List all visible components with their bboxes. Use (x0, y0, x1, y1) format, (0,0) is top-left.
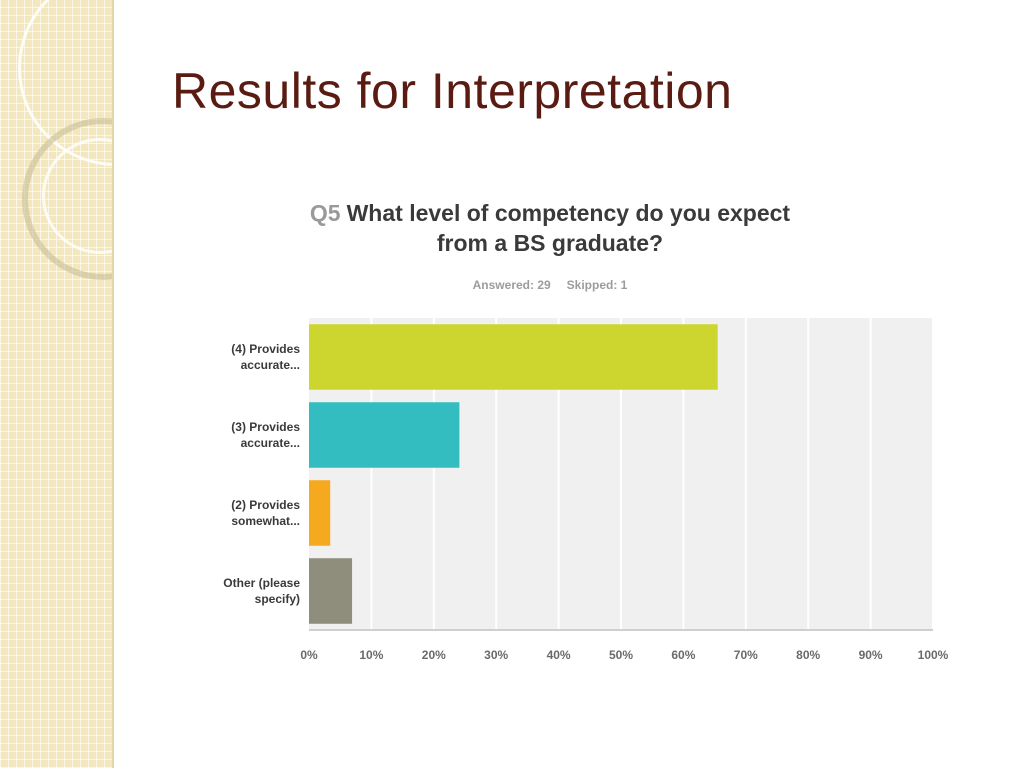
x-tick-label: 100% (918, 648, 949, 662)
y-category-label-line: somewhat... (231, 514, 300, 528)
question-number: Q5 (309, 200, 341, 226)
response-stats: Answered: 29 Skipped: 1 (250, 278, 850, 292)
question-line-2: from a BS graduate? (436, 230, 664, 256)
skipped-count: Skipped: 1 (566, 278, 628, 292)
y-category-label: (4) Provides accurate... (231, 342, 300, 372)
y-category-label-line: Other (please (223, 576, 300, 590)
bar (309, 558, 353, 624)
x-tick-label: 40% (547, 648, 571, 662)
y-category-label-line: accurate... (241, 436, 300, 450)
bar (309, 480, 331, 546)
x-tick-label: 50% (609, 648, 633, 662)
y-category-label-line: accurate... (241, 358, 300, 372)
x-tick-label: 0% (300, 648, 318, 662)
x-tick-label: 60% (671, 648, 695, 662)
bar (309, 402, 460, 468)
chart-header: Q5 What level of competency do you expect… (250, 198, 850, 292)
x-tick-label: 30% (484, 648, 508, 662)
y-category-label: (3) Provides accurate... (231, 420, 300, 450)
y-category-label-line: (4) Provides (231, 342, 300, 356)
y-category-label-line: (2) Provides (231, 498, 300, 512)
bar (309, 324, 718, 390)
y-category-label-line: (3) Provides (231, 420, 300, 434)
x-tick-label: 20% (422, 648, 446, 662)
answered-count: Answered: 29 (472, 278, 551, 292)
x-tick-label: 70% (734, 648, 758, 662)
decorative-side-panel (0, 0, 114, 768)
x-tick-label: 80% (796, 648, 820, 662)
slide-title: Results for Interpretation (172, 63, 733, 119)
y-category-label: (2) Provides somewhat... (231, 498, 300, 528)
y-category-label-line: specify) (255, 592, 300, 606)
x-tick-label: 10% (359, 648, 383, 662)
y-category-label: Other (please specify) (223, 576, 300, 606)
question-line-1: Q5 What level of competency do you expect (250, 198, 850, 228)
question-text-1: What level of competency do you expect (346, 200, 791, 226)
x-tick-label: 90% (859, 648, 883, 662)
